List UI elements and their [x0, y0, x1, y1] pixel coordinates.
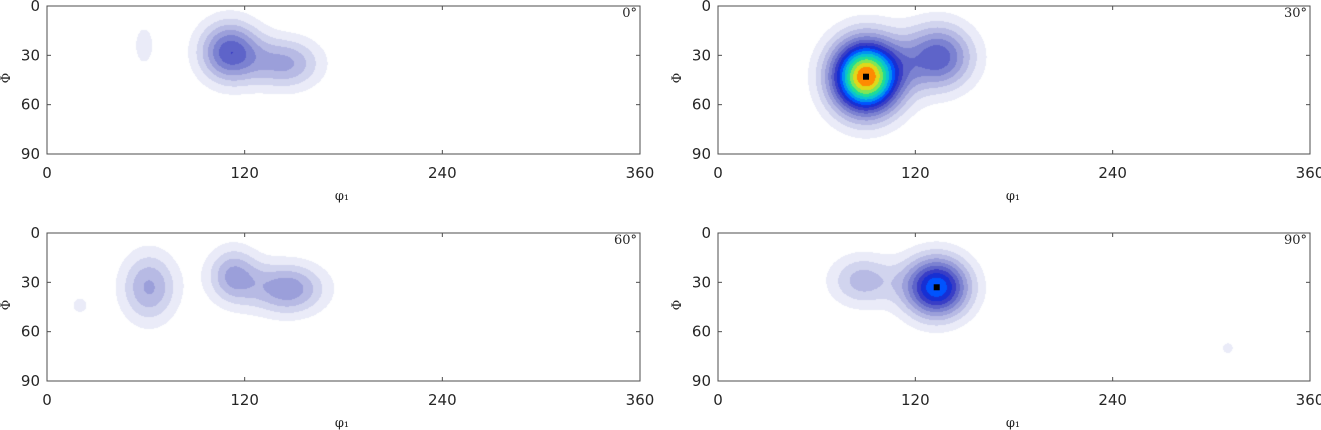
- y-tick-label: 30: [21, 273, 40, 291]
- axes-frame: [46, 232, 641, 382]
- max-intensity-marker: [863, 73, 869, 80]
- x-tick-label: 0: [42, 164, 52, 182]
- x-axis-label: φ₁: [335, 189, 349, 204]
- odf-section-panel: 0 120 240 360 0 30 60 90 0° φ₁ Φ: [0, 0, 654, 204]
- x-tick-label: 240: [1098, 164, 1127, 182]
- y-tick-label: 30: [692, 46, 711, 64]
- odf-section-panel: 0 120 240 360 0 30 60 90 30° φ₁ Φ: [670, 0, 1321, 204]
- y-axis-label: Φ: [670, 73, 685, 84]
- x-axis-label: φ₁: [335, 416, 349, 430]
- x-tick-label: 360: [1296, 391, 1321, 409]
- x-axis-label: φ₁: [1006, 416, 1020, 430]
- x-tick-label: 120: [901, 391, 930, 409]
- x-tick-label: 120: [230, 391, 259, 409]
- y-tick-label: 90: [21, 145, 40, 163]
- y-tick-label: 90: [21, 372, 40, 390]
- x-tick-label: 120: [901, 164, 930, 182]
- odf-intensity-heatmap: [47, 6, 640, 154]
- y-tick-label: 60: [21, 96, 40, 114]
- y-tick-label: 90: [692, 372, 711, 390]
- section-angle-label: 30°: [1284, 6, 1307, 21]
- x-tick-label: 240: [428, 164, 457, 182]
- axes-frame: [717, 232, 1311, 382]
- y-axis-label: Φ: [670, 300, 685, 311]
- x-tick-label: 360: [626, 164, 655, 182]
- x-tick-label: 240: [1098, 391, 1127, 409]
- x-tick-label: 240: [428, 391, 457, 409]
- x-tick-label: 0: [713, 164, 723, 182]
- x-axis-label: φ₁: [1006, 189, 1020, 204]
- y-tick-label: 60: [21, 323, 40, 341]
- x-tick-label: 120: [230, 164, 259, 182]
- y-tick-label: 0: [30, 224, 40, 242]
- y-tick-label: 60: [692, 323, 711, 341]
- y-tick-label: 0: [701, 0, 711, 15]
- section-angle-label: 90°: [1284, 233, 1307, 248]
- x-tick-label: 0: [713, 391, 723, 409]
- y-axis-label: Φ: [0, 73, 14, 84]
- y-tick-label: 0: [30, 0, 40, 15]
- y-tick-label: 90: [692, 145, 711, 163]
- y-tick-label: 0: [701, 224, 711, 242]
- y-tick-label: 60: [692, 96, 711, 114]
- axes-frame: [717, 5, 1311, 155]
- odf-intensity-heatmap: [718, 6, 1310, 154]
- y-tick-label: 30: [692, 273, 711, 291]
- odf-section-panel: 0 120 240 360 0 30 60 90 60° φ₁ Φ: [0, 224, 654, 430]
- y-axis-label: Φ: [0, 300, 14, 311]
- odf-section-panel: 0 120 240 360 0 30 60 90 90° φ₁ Φ: [670, 224, 1321, 430]
- x-tick-label: 360: [1296, 164, 1321, 182]
- y-tick-label: 30: [21, 46, 40, 64]
- odf-intensity-heatmap: [47, 233, 640, 381]
- section-angle-label: 60°: [614, 233, 637, 248]
- x-tick-label: 0: [42, 391, 52, 409]
- axes-frame: [46, 5, 641, 155]
- section-angle-label: 0°: [622, 6, 637, 21]
- max-intensity-marker: [933, 284, 940, 291]
- x-tick-label: 360: [626, 391, 655, 409]
- odf-intensity-heatmap: [718, 233, 1310, 381]
